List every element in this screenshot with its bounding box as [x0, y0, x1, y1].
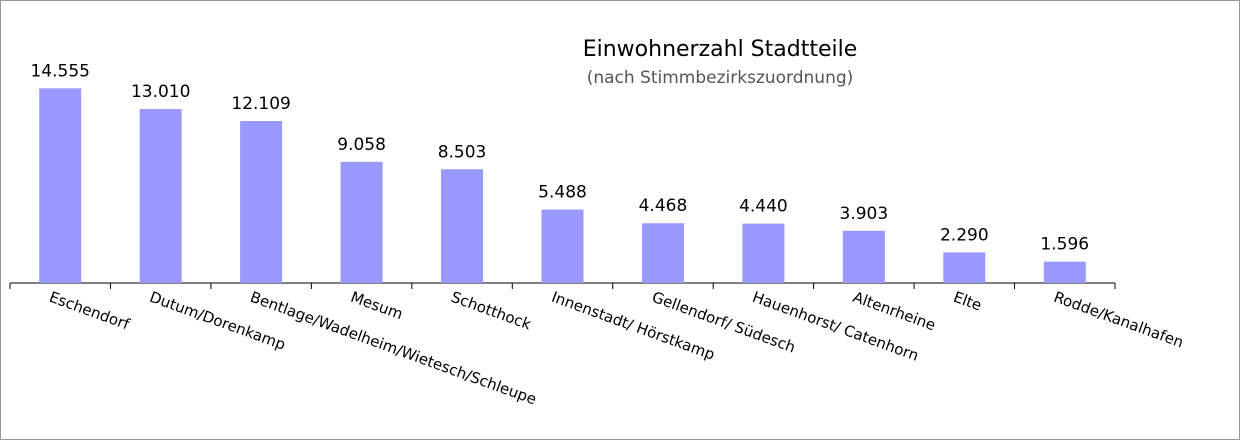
value-label: 9.058: [337, 135, 386, 155]
value-label: 5.488: [538, 183, 587, 203]
bar: [541, 209, 584, 283]
bar: [240, 121, 283, 284]
value-label: 4.468: [639, 196, 688, 216]
chart-title: Einwohnerzahl Stadtteile: [583, 37, 858, 62]
bar: [1043, 261, 1086, 283]
bar: [943, 252, 986, 283]
value-label: 12.109: [231, 94, 290, 114]
value-label: 13.010: [131, 82, 190, 102]
bar: [139, 108, 182, 284]
bar: [441, 169, 484, 283]
bar: [742, 223, 785, 283]
chart-subtitle: (nach Stimmbezirkszuordnung): [587, 68, 854, 88]
value-label: 1.596: [1040, 235, 1089, 255]
value-label: 2.290: [940, 225, 989, 245]
bar: [842, 230, 885, 283]
value-label: 4.440: [739, 197, 788, 217]
bar: [340, 161, 383, 283]
value-label: 3.903: [840, 204, 889, 224]
bar: [39, 88, 82, 283]
value-label: 14.555: [30, 61, 89, 81]
value-label: 8.503: [438, 142, 487, 162]
bar: [641, 223, 684, 283]
